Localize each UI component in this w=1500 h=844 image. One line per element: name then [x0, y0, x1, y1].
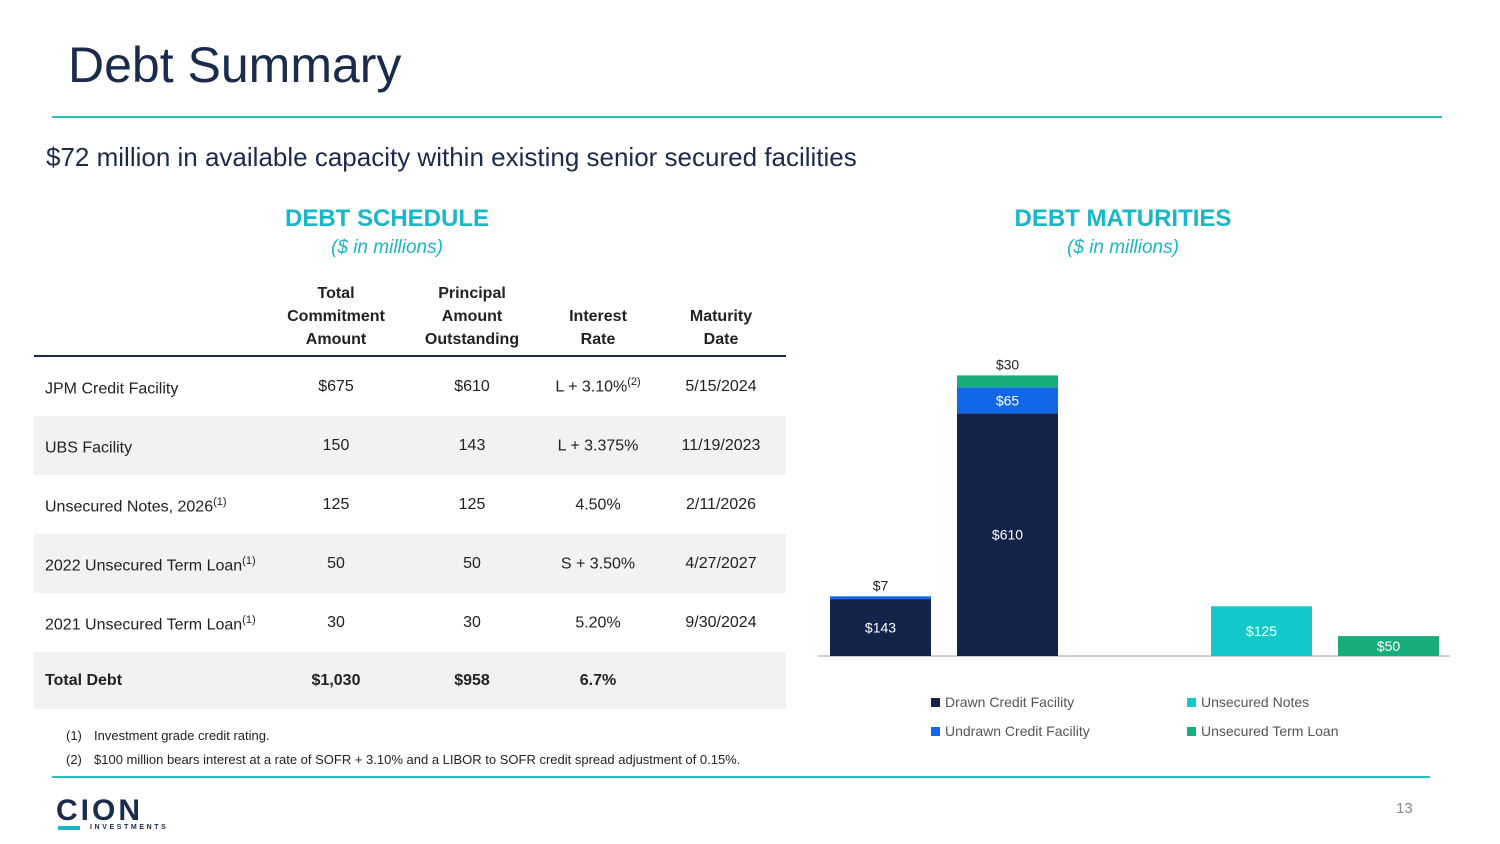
bar-label: $30 — [996, 356, 1020, 372]
row-name: UBS Facility — [34, 416, 268, 475]
debt-maturities-units: ($ in millions) — [1067, 237, 1179, 258]
bar-2023-drawn-credit-facility — [830, 599, 931, 656]
title-divider — [52, 116, 1442, 118]
row-maturity: 11/19/2023 — [656, 416, 786, 475]
legend-swatch — [1187, 697, 1196, 707]
page-title: Debt Summary — [68, 37, 402, 93]
row-commitment: 30 — [327, 613, 345, 631]
bar-label: $65 — [996, 392, 1020, 408]
x-tick-label: 2027 — [1373, 670, 1404, 672]
row-principal: 143 — [404, 416, 540, 475]
table-total-row: Total Debt $1,030 $958 6.7% — [34, 652, 786, 709]
page-subtitle: $72 million in available capacity within… — [46, 142, 857, 172]
bar-label: $125 — [1246, 623, 1277, 639]
row-principal: $610 — [454, 377, 490, 395]
table-row: 2022 Unsecured Term Loan(1) 50 50 S + 3.… — [34, 534, 786, 593]
debt-maturities-chart: $143 $7 2023 $610 $65 $30 2024 2025 $125 2026 $50 2… — [818, 356, 1450, 672]
logo-tagline: INVESTMENTS — [90, 824, 169, 831]
debt-schedule-units: ($ in millions) — [331, 237, 443, 258]
row-name: Unsecured Notes, 2026(1) — [45, 495, 227, 516]
row-name: 2022 Unsecured Term Loan(1) — [34, 534, 268, 593]
row-principal: 125 — [458, 495, 486, 513]
row-principal: 50 — [404, 534, 540, 593]
row-name: 2021 Unsecured Term Loan(1) — [45, 613, 256, 634]
row-rate: S + 3.50% — [540, 534, 656, 593]
bar-2026-unsecured-notes — [1211, 606, 1312, 656]
total-rate: 6.7% — [540, 652, 656, 709]
legend-unsecured-term-loan: Unsecured Term Loan — [1187, 723, 1338, 739]
table-row: Unsecured Notes, 2026(1) 125 125 4.50% 2… — [34, 475, 786, 534]
row-rate: 4.50% — [575, 496, 621, 514]
x-tick-label: 2026 — [1246, 670, 1277, 672]
bar-2024-unsecured-term-loan — [957, 375, 1058, 388]
x-tick-label: 2023 — [865, 670, 896, 672]
bar-label: $50 — [1377, 638, 1401, 654]
row-commitment: $675 — [318, 377, 354, 395]
row-maturity: 2/11/2026 — [686, 495, 756, 513]
footer-divider — [52, 776, 1430, 778]
bar-2024-drawn-credit-facility — [957, 413, 1058, 656]
legend-swatch — [931, 697, 940, 707]
page-number: 13 — [1396, 800, 1413, 817]
legend-unsecured-notes: Unsecured Notes — [1187, 694, 1309, 710]
total-maturity — [656, 652, 786, 709]
debt-schedule-table: Total Commitment Amount Principal Amount Out… — [34, 282, 786, 709]
legend-swatch — [931, 726, 940, 736]
legend-undrawn-credit-facility: Undrawn Credit Facility — [931, 723, 1090, 739]
row-name: JPM Credit Facility — [45, 380, 179, 398]
total-name: Total Debt — [34, 652, 268, 709]
debt-schedule-title: DEBT SCHEDULE — [284, 205, 489, 232]
bar-2027-unsecured-term-loan — [1338, 636, 1439, 656]
header-name — [34, 282, 268, 357]
legend-drawn-credit-facility: Drawn Credit Facility — [931, 694, 1074, 710]
row-maturity: 5/15/2024 — [685, 377, 757, 395]
table-row: UBS Facility 150 143 L + 3.375% 11/19/20… — [34, 416, 786, 475]
bar-label: $7 — [873, 577, 889, 593]
row-commitment: 150 — [268, 416, 404, 475]
legend-swatch — [1187, 726, 1196, 736]
logo-wordmark: CION — [56, 794, 143, 827]
total-commitment: $1,030 — [268, 652, 404, 709]
bar-label: $610 — [992, 527, 1023, 543]
bar-2023-undrawn-credit-facility — [830, 596, 931, 600]
logo-accent-bar — [58, 826, 80, 830]
row-commitment: 125 — [322, 495, 350, 513]
header-maturity: Maturity Date — [656, 282, 786, 357]
x-tick-label: 2025 — [1119, 670, 1150, 672]
row-rate: 5.20% — [575, 614, 621, 632]
table-row: JPM Credit Facility $675 $610 L + 3.10%(… — [34, 356, 786, 416]
table-header-row: Total Commitment Amount Principal Amount Out… — [34, 282, 786, 357]
row-principal: 30 — [463, 613, 481, 631]
cion-logo: CION INVESTMENTS — [56, 794, 166, 834]
table-row: 2021 Unsecured Term Loan(1) 30 30 5.20% … — [34, 593, 786, 652]
bar-label: $143 — [865, 620, 896, 636]
row-rate: L + 3.375% — [540, 416, 656, 475]
footnote-2: (2) $100 million bears interest at a rate… — [66, 752, 741, 767]
header-rate: Interest Rate — [540, 282, 656, 357]
bar-2024-undrawn-credit-facility — [957, 387, 1058, 414]
total-principal: $958 — [404, 652, 540, 709]
row-maturity: 4/27/2027 — [656, 534, 786, 593]
footnote-1: (1) Investment grade credit rating. — [66, 728, 270, 743]
header-commitment: Total Commitment Amount — [268, 282, 404, 357]
x-tick-label: 2024 — [992, 670, 1023, 672]
row-maturity: 9/30/2024 — [685, 613, 757, 631]
row-commitment: 50 — [268, 534, 404, 593]
row-rate: L + 3.10%(2) — [555, 376, 641, 396]
header-principal: Principal Amount Outstanding — [404, 282, 540, 357]
debt-maturities-title: DEBT MATURITIES — [1014, 205, 1232, 232]
